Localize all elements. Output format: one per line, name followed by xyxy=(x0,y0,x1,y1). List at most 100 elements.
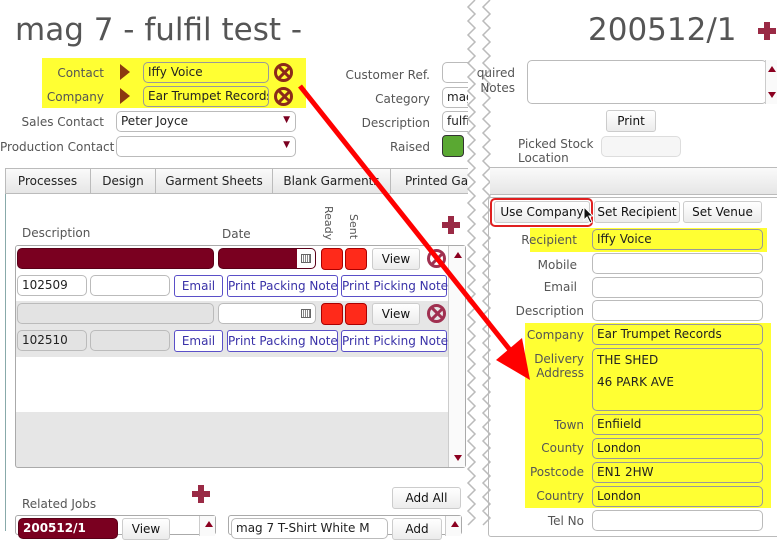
email-button[interactable]: Email xyxy=(174,275,223,297)
tab-printed-garments[interactable]: Printed Gar xyxy=(405,174,474,188)
delivery-description-field[interactable] xyxy=(17,248,214,269)
related-jobs-scrollbar[interactable] xyxy=(199,516,215,536)
picked-stock-location-label: Picked Stock Location xyxy=(518,137,593,165)
tel-no-field[interactable] xyxy=(592,510,763,531)
town-field[interactable]: Enfiield xyxy=(592,414,763,435)
calendar-icon[interactable] xyxy=(301,309,311,318)
tab-processes[interactable]: Processes xyxy=(5,169,91,193)
postcode-field[interactable]: EN1 2HW xyxy=(592,462,763,483)
print-packing-note-button[interactable]: Print Packing Note xyxy=(227,275,338,297)
tab-design[interactable]: Design xyxy=(91,169,156,193)
address-label-line2: Address xyxy=(536,366,584,380)
picked-stock-location-field[interactable] xyxy=(601,136,681,157)
contact-field[interactable]: Iffy Voice xyxy=(143,62,269,83)
add-delivery-icon[interactable] xyxy=(442,216,460,234)
print-button[interactable]: Print xyxy=(606,110,656,132)
job-number: 200512/1 xyxy=(588,12,737,48)
clear-contact-icon[interactable] xyxy=(274,63,293,82)
mobile-label: Mobile xyxy=(537,258,577,272)
go-to-company-icon[interactable] xyxy=(120,88,130,104)
tab-garment-sheets[interactable]: Garment Sheets xyxy=(156,169,273,193)
header-date: Date xyxy=(222,227,251,241)
notes-scrollbar[interactable] xyxy=(765,60,777,104)
tab-blank-garments[interactable]: Blank Garments xyxy=(273,169,391,193)
use-company-button[interactable]: Use Company xyxy=(494,201,590,223)
delivery-extra-field[interactable] xyxy=(90,330,170,351)
mouse-cursor-icon xyxy=(583,206,595,224)
set-venue-button[interactable]: Set Venue xyxy=(683,201,762,223)
header-ready: Ready xyxy=(322,206,335,241)
company-label: Company xyxy=(526,328,584,342)
category-label: Category xyxy=(375,92,430,106)
print-picking-note-button[interactable]: Print Picking Note xyxy=(341,330,448,352)
sent-toggle[interactable] xyxy=(345,248,367,270)
recipient-label: Recipient xyxy=(521,233,577,247)
ready-toggle[interactable] xyxy=(321,303,343,325)
notes-label: quired Notes xyxy=(470,66,515,96)
production-contact-select[interactable]: ▼ xyxy=(116,136,296,157)
production-contact-label: Production Contact xyxy=(0,140,115,154)
related-job-field[interactable]: 200512/1 xyxy=(18,518,118,539)
email-button[interactable]: Email xyxy=(174,330,223,352)
company-field[interactable]: Ear Trumpet Records xyxy=(143,86,269,107)
email-field[interactable] xyxy=(592,277,763,298)
delivery-description-field[interactable] xyxy=(17,303,214,324)
print-picking-note-button[interactable]: Print Picking Note xyxy=(341,275,448,297)
sales-contact-value: Peter Joyce xyxy=(121,114,188,128)
panel-border xyxy=(5,194,6,531)
add-product-button[interactable]: Add xyxy=(392,518,442,540)
header-sent: Sent xyxy=(347,214,360,240)
address-label-line1: Delivery xyxy=(534,352,584,366)
delete-delivery-icon[interactable] xyxy=(427,249,446,268)
raised-indicator[interactable] xyxy=(442,135,464,157)
products-scrollbar[interactable] xyxy=(445,516,461,536)
delivery-ref-field[interactable]: 102510 xyxy=(17,330,87,351)
mobile-field[interactable] xyxy=(592,253,763,274)
view-button[interactable]: View xyxy=(372,248,420,270)
county-field[interactable]: London xyxy=(592,438,763,459)
address-line-1: THE SHED xyxy=(597,353,659,367)
delete-delivery-icon[interactable] xyxy=(427,304,446,323)
email-label: Email xyxy=(543,280,577,294)
description-field[interactable] xyxy=(592,300,763,321)
town-label: Town xyxy=(553,418,584,432)
view-button[interactable]: View xyxy=(372,303,420,325)
notes-label-line2: Notes xyxy=(480,81,515,95)
go-to-contact-icon[interactable] xyxy=(120,64,130,80)
notes-label-line1: quired xyxy=(476,66,515,80)
clear-company-icon[interactable] xyxy=(274,87,293,106)
sales-contact-label: Sales Contact xyxy=(21,115,104,129)
calendar-icon[interactable] xyxy=(301,254,311,263)
delivery-date-field[interactable] xyxy=(218,248,316,269)
chevron-down-icon: ▼ xyxy=(283,140,290,150)
country-field[interactable]: London xyxy=(592,486,763,507)
sent-toggle[interactable] xyxy=(345,303,367,325)
company-field[interactable]: Ear Trumpet Records xyxy=(592,324,763,345)
recipient-field[interactable]: Iffy Voice xyxy=(592,229,763,250)
delivery-extra-field[interactable] xyxy=(90,275,170,296)
print-packing-note-button[interactable]: Print Packing Note xyxy=(227,330,338,352)
delivery-list-scrollbar[interactable] xyxy=(448,246,465,467)
add-related-job-icon[interactable] xyxy=(192,485,210,503)
description-label: Description xyxy=(361,116,430,130)
set-recipient-button[interactable]: Set Recipient xyxy=(594,201,680,223)
contact-label: Contact xyxy=(57,66,104,80)
notes-textarea[interactable] xyxy=(527,60,767,104)
country-label: Country xyxy=(536,489,584,503)
related-jobs-label: Related Jobs xyxy=(22,497,97,511)
page-title: mag 7 - fulfil test - xyxy=(15,12,303,48)
add-icon[interactable] xyxy=(758,22,777,40)
add-all-button[interactable]: Add All xyxy=(392,487,461,509)
description-label: Description xyxy=(515,304,584,318)
related-job-view-button[interactable]: View xyxy=(122,518,170,540)
delivery-ref-field[interactable]: 102509 xyxy=(17,275,87,296)
ready-toggle[interactable] xyxy=(321,248,343,270)
picked-label-line2: Location xyxy=(518,151,569,165)
county-label: County xyxy=(541,441,584,455)
delivery-address-textarea[interactable]: THE SHED 46 PARK AVE xyxy=(592,348,763,411)
customer-ref-label: Customer Ref. xyxy=(345,68,430,82)
product-field[interactable]: mag 7 T-Shirt White M xyxy=(231,518,388,539)
right-tab-bar xyxy=(490,167,777,195)
sales-contact-select[interactable]: Peter Joyce ▼ xyxy=(116,111,296,132)
delivery-date-field[interactable] xyxy=(218,303,316,324)
